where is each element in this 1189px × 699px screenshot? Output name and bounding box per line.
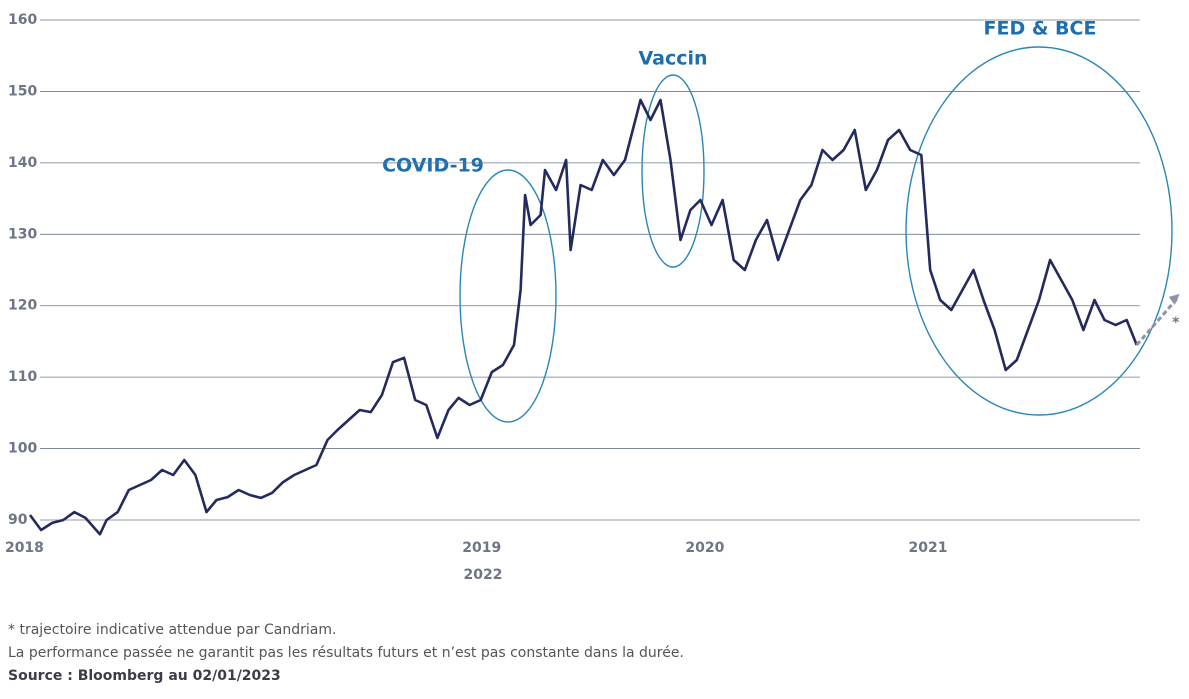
annotation-ellipse [905, 46, 1173, 416]
y-tick-label: 150 [8, 83, 37, 99]
y-tick-label: 130 [8, 226, 37, 242]
series-line [1135, 296, 1179, 346]
source: Source : Bloomberg au 02/01/2023 [8, 668, 281, 684]
y-tick-label: 140 [8, 155, 37, 171]
x-tick-label: 2018 [5, 540, 44, 556]
y-tick-label: 90 [8, 512, 28, 528]
series-label: * [1172, 315, 1180, 331]
annotation: Vaccin [638, 48, 707, 70]
annotation-ellipse [641, 74, 705, 268]
x-note: 2022 [464, 567, 503, 583]
disclaimer: La performance passée ne garantit pas le… [8, 645, 684, 661]
annotation-ellipse [459, 169, 557, 423]
annotation: COVID-19 [382, 155, 484, 177]
y-tick-label: 160 [8, 12, 37, 28]
series-line [28, 98, 1138, 536]
x-tick-label: 2021 [909, 540, 948, 556]
y-tick-label: 120 [8, 298, 37, 314]
x-tick-label: 2020 [685, 540, 724, 556]
y-tick-label: 110 [8, 369, 37, 385]
y-tick-label: 100 [8, 441, 37, 457]
annotation: FED & BCE [984, 18, 1097, 40]
arrow-head [1168, 293, 1180, 305]
x-tick-label: 2019 [462, 540, 501, 556]
footnote: * trajectoire indicative attendue par Ca… [8, 622, 336, 638]
